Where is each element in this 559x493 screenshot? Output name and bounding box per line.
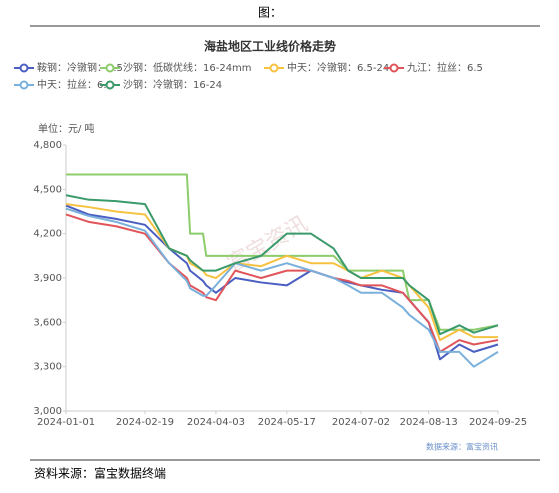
x-tick-label: 2024-02-19 <box>116 417 174 428</box>
legend-label: 中天：拉丝：6.5 <box>37 78 113 91</box>
y-tick-label: 3,900 <box>33 273 62 284</box>
y-tick-label: 3,600 <box>33 317 62 328</box>
legend-label: 中天：冷镦钢：6.5-24 <box>287 61 389 74</box>
y-tick-label: 4,500 <box>33 184 62 195</box>
header: 图： <box>258 6 282 20</box>
series-line <box>65 207 499 368</box>
unit-label: 单位：元/ 吨 <box>38 122 95 135</box>
legend-label: 鞍钢：冷镦钢：6.5 <box>37 61 123 74</box>
y-tick-label: 3,300 <box>33 362 62 373</box>
legend-marker <box>269 63 279 73</box>
x-tick-label: 2024-04-03 <box>187 417 245 428</box>
legend-marker <box>105 80 115 90</box>
x-tick-label: 2024-05-17 <box>258 417 316 428</box>
legend-marker <box>105 63 115 73</box>
y-tick-label: 4,200 <box>33 229 62 240</box>
source: 数据来源：富宝资讯 <box>426 442 498 452</box>
x-tick-label: 2024-08-13 <box>400 417 458 428</box>
legend-label: 沙钢：低碳优线：16-24mm <box>123 61 252 74</box>
series-line <box>65 194 499 336</box>
x-tick-label: 2024-09-25 <box>469 417 527 428</box>
x-tick-label: 2024-01-01 <box>37 417 95 428</box>
footer: 资料来源：富宝数据终端 <box>34 466 166 481</box>
x-tick-label: 2024-07-02 <box>332 417 390 428</box>
legend-marker <box>19 63 29 73</box>
legend-marker <box>389 63 399 73</box>
chart-title: 海盐地区工业线价格走势 <box>204 39 336 54</box>
legend-label: 九江：拉丝：6.5 <box>407 61 483 74</box>
y-tick-label: 3,000 <box>33 406 62 417</box>
series-line <box>66 173 499 331</box>
y-tick-label: 4,800 <box>33 140 62 151</box>
legend-marker <box>19 80 29 90</box>
legend-label: 沙钢：冷镦钢：16-24 <box>123 78 222 91</box>
